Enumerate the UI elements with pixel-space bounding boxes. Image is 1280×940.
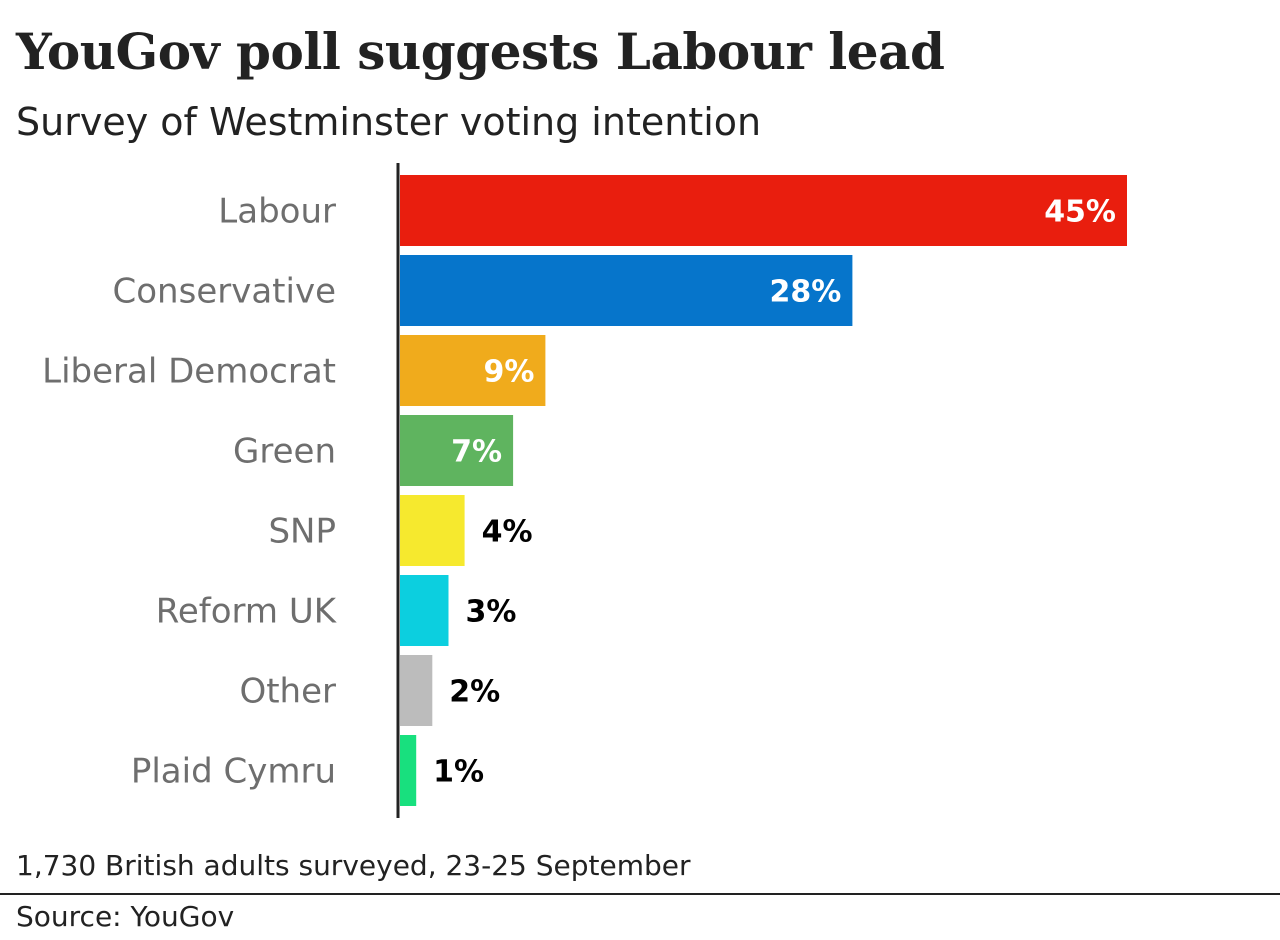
value-label-plaid-cymru: 1%	[433, 755, 484, 790]
chart-subtitle: Survey of Westminster voting intention	[16, 100, 762, 144]
category-label-snp: SNP	[268, 512, 336, 552]
source-text: Source: YouGov	[16, 900, 235, 933]
category-label-labour: Labour	[218, 192, 336, 232]
value-label-snp: 4%	[482, 515, 533, 550]
value-label-green: 7%	[451, 435, 502, 470]
category-label-reform-uk: Reform UK	[156, 592, 338, 632]
bar-reform-uk	[400, 575, 449, 646]
bar-plaid-cymru	[400, 735, 417, 806]
bar-conservative	[400, 255, 853, 326]
value-label-other: 2%	[449, 675, 500, 710]
value-label-liberal-democrat: 9%	[483, 355, 534, 390]
category-label-liberal-democrat: Liberal Democrat	[42, 352, 336, 392]
value-label-labour: 45%	[1044, 195, 1116, 230]
chart-title: YouGov poll suggests Labour lead	[16, 22, 945, 81]
bar-liberal-democrat	[400, 335, 546, 406]
footer-divider	[0, 893, 1280, 895]
bar-other	[400, 655, 433, 726]
survey-note: 1,730 British adults surveyed, 23-25 Sep…	[16, 849, 691, 882]
category-label-other: Other	[239, 672, 336, 712]
bar-green	[400, 415, 514, 486]
bar-snp	[400, 495, 465, 566]
bars-group: Labour 45% Conservative 28% Liberal Democrat…	[42, 175, 1127, 806]
bar-labour	[400, 175, 1127, 246]
value-label-reform-uk: 3%	[465, 595, 516, 630]
value-label-conservative: 28%	[770, 275, 842, 310]
category-label-plaid-cymru: Plaid Cymru	[131, 752, 336, 792]
category-label-conservative: Conservative	[113, 272, 336, 312]
bar-chart: Labour 45% Conservative 28% Liberal Democrat…	[42, 163, 1127, 818]
category-label-green: Green	[233, 432, 336, 472]
